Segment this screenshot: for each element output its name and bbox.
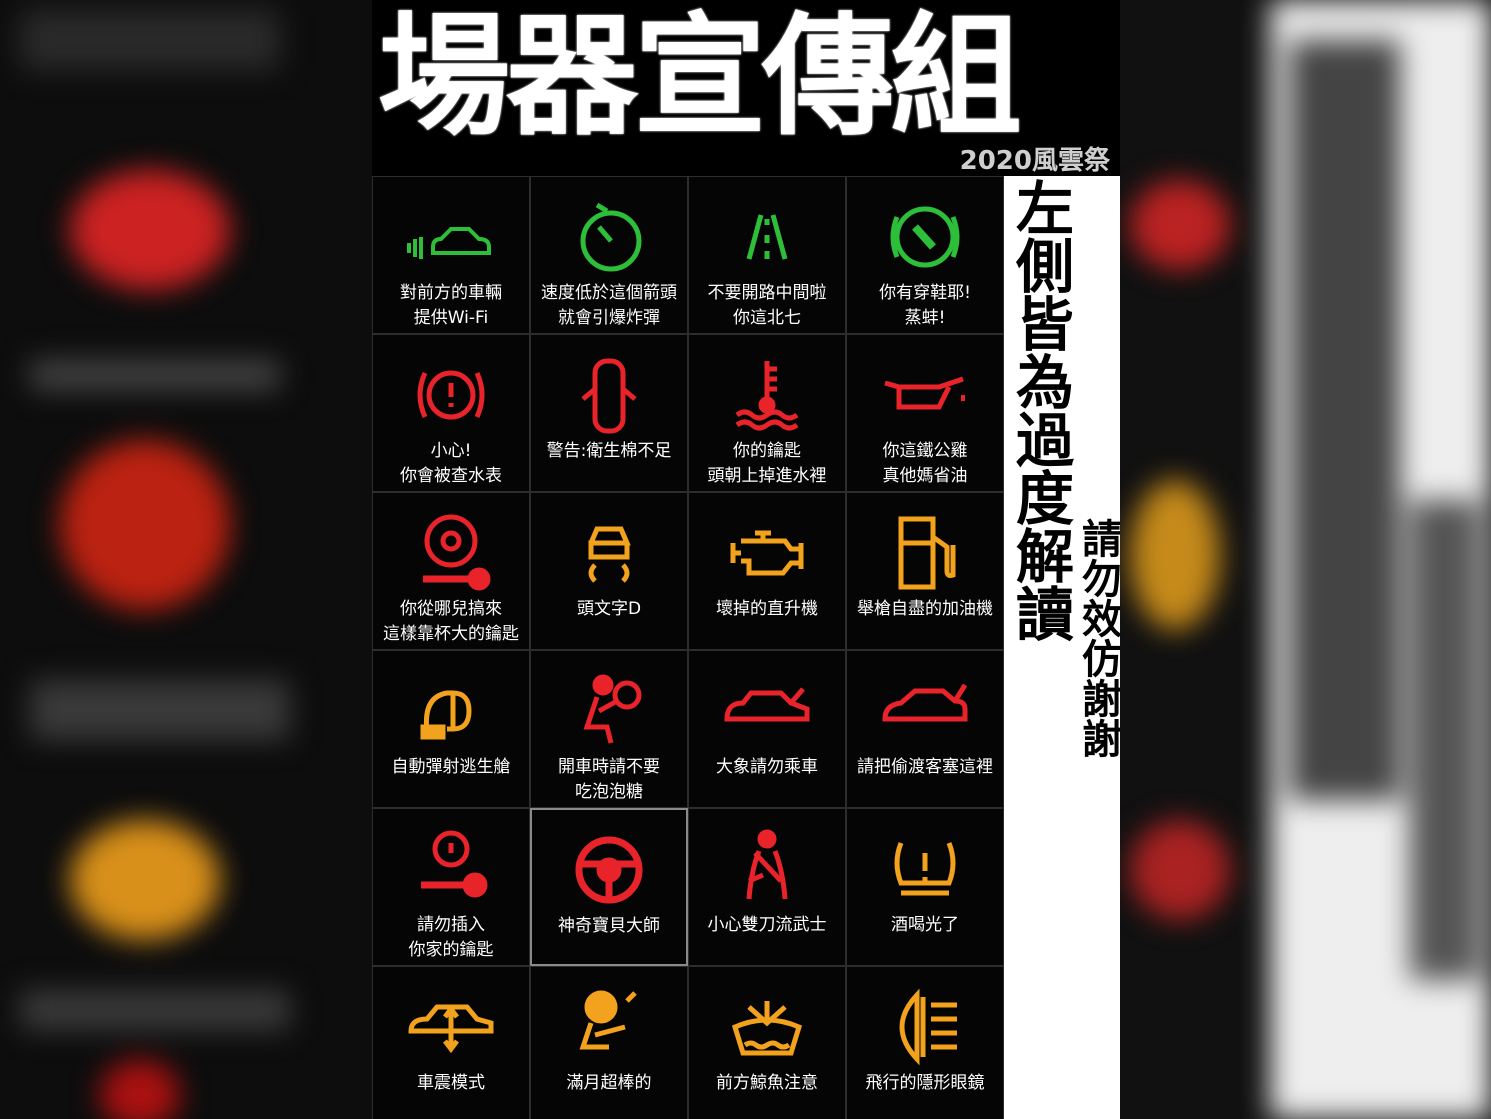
grid-cell: 你的鑰匙 頭朝上掉進水裡 bbox=[688, 334, 846, 492]
tire-pressure-icon bbox=[894, 842, 956, 896]
side-note: 請勿效仿謝謝 bbox=[1075, 518, 1120, 758]
side-panel: 左側皆為過度解讀 請勿效仿謝謝 bbox=[1004, 176, 1120, 1119]
suspension-icon bbox=[408, 1004, 494, 1054]
cell-label: 舉槍自盡的加油機 bbox=[857, 599, 993, 619]
grid-cell: 對前方的車輛 提供Wi-Fi bbox=[372, 176, 530, 334]
grid-cell: 開車時請不要 吃泡泡糖 bbox=[530, 650, 688, 808]
side-disclaimer: 左側皆為過度解讀 bbox=[1006, 178, 1074, 642]
cell-label: 飛行的隱形眼鏡 bbox=[865, 1073, 985, 1093]
grid-cell: 頭文字D bbox=[530, 492, 688, 650]
grid-cell: 酒喝光了 bbox=[846, 808, 1004, 966]
cell-label: 酒喝光了 bbox=[891, 915, 959, 935]
key-lock-icon bbox=[421, 830, 488, 898]
cell-label: 請勿插入 你家的鑰匙 bbox=[408, 915, 494, 960]
fog-light-icon bbox=[899, 988, 957, 1066]
washer-fluid-icon bbox=[731, 1001, 803, 1056]
poster: 場器宣傳組 2020風雲祭 對前方的車輛 提供Wi-Fi 速度低於這個箭頭 就會… bbox=[372, 0, 1120, 1119]
grid-cell: 飛行的隱形眼鏡 bbox=[846, 966, 1004, 1119]
cell-label: 小心雙刀流武士 bbox=[707, 915, 827, 935]
cell-label: 壞掉的直升機 bbox=[716, 599, 818, 619]
grid-cell: 小心! 你會被查水表 bbox=[372, 334, 530, 492]
grid-cell: 大象請勿乘車 bbox=[688, 650, 846, 808]
headlight-level-icon bbox=[420, 690, 472, 740]
cell-label: 前方鯨魚注意 bbox=[716, 1073, 818, 1093]
cell-label: 神奇寶貝大師 bbox=[558, 916, 660, 936]
grid-cell: 請把偷渡客塞這裡 bbox=[846, 650, 1004, 808]
fuel-pump-icon bbox=[898, 516, 956, 590]
coolant-icon bbox=[735, 361, 799, 431]
cell-label: 對前方的車輛 提供Wi-Fi bbox=[400, 283, 502, 328]
stopwatch-icon bbox=[580, 202, 642, 272]
cell-label: 大象請勿乘車 bbox=[716, 757, 818, 777]
grid-cell: 不要開路中間啦 你這北七 bbox=[688, 176, 846, 334]
passenger-airbag-icon bbox=[579, 990, 637, 1050]
blurred-background-left bbox=[0, 0, 372, 1119]
skid-icon bbox=[588, 526, 631, 583]
blurred-background-right bbox=[1120, 0, 1491, 1119]
cell-label: 滿月超棒的 bbox=[566, 1073, 652, 1093]
cell-label: 不要開路中間啦 你這北七 bbox=[707, 283, 827, 328]
grid-cell: 神奇寶貝大師 bbox=[530, 808, 688, 966]
car-wifi-icon bbox=[407, 227, 491, 259]
grid-cell: 你從哪兒搞來 這樣靠杯大的鑰匙 bbox=[372, 492, 530, 650]
airbag-icon bbox=[583, 674, 642, 744]
page-title: 場器宣傳組 bbox=[378, 0, 1022, 154]
brake-pedal-icon bbox=[890, 206, 960, 268]
trunk-open-icon bbox=[882, 683, 968, 722]
grid-cell: 小心雙刀流武士 bbox=[688, 808, 846, 966]
grid-cell: 壞掉的直升機 bbox=[688, 492, 846, 650]
grid-cell: 車震模式 bbox=[372, 966, 530, 1119]
cell-label: 小心! 你會被查水表 bbox=[400, 441, 502, 486]
brake-warning-icon bbox=[417, 370, 485, 420]
grid-cell: 速度低於這個箭頭 就會引爆炸彈 bbox=[530, 176, 688, 334]
lane-icon bbox=[746, 214, 788, 260]
cell-label: 頭文字D bbox=[576, 599, 642, 619]
grid-cell: 舉槍自盡的加油機 bbox=[846, 492, 1004, 650]
seatbelt-icon bbox=[746, 829, 788, 900]
cell-label: 你這鐵公雞 真他媽省油 bbox=[882, 441, 968, 486]
grid-cell: 滿月超棒的 bbox=[530, 966, 688, 1119]
steering-key-icon bbox=[423, 514, 491, 591]
door-open-icon bbox=[581, 358, 637, 434]
grid-cell: 你有穿鞋耶! 蒸蚌! bbox=[846, 176, 1004, 334]
cell-label: 你從哪兒搞來 這樣靠杯大的鑰匙 bbox=[383, 599, 519, 644]
grid-cell: 自動彈射逃生艙 bbox=[372, 650, 530, 808]
cell-label: 開車時請不要 吃泡泡糖 bbox=[558, 757, 660, 802]
grid-cell: 你這鐵公雞 真他媽省油 bbox=[846, 334, 1004, 492]
cell-label: 速度低於這個箭頭 就會引爆炸彈 bbox=[541, 283, 677, 328]
subtitle: 2020風雲祭 bbox=[959, 146, 1110, 176]
cell-label: 車震模式 bbox=[417, 1073, 485, 1093]
warning-light-grid: 對前方的車輛 提供Wi-Fi 速度低於這個箭頭 就會引爆炸彈 不要開路中間啦 你… bbox=[372, 176, 1004, 1119]
steering-wheel-icon bbox=[575, 836, 643, 904]
cell-label: 你有穿鞋耶! 蒸蚌! bbox=[879, 283, 971, 328]
cell-label: 你的鑰匙 頭朝上掉進水裡 bbox=[707, 441, 827, 486]
engine-icon bbox=[730, 530, 804, 576]
cell-label: 請把偷渡客塞這裡 bbox=[857, 757, 993, 777]
grid-cell: 警告:衛生棉不足 bbox=[530, 334, 688, 492]
grid-cell: 請勿插入 你家的鑰匙 bbox=[372, 808, 530, 966]
grid-cell: 前方鯨魚注意 bbox=[688, 966, 846, 1119]
cell-label: 警告:衛生棉不足 bbox=[546, 441, 672, 461]
cell-label: 自動彈射逃生艙 bbox=[391, 757, 511, 777]
oil-can-icon bbox=[884, 376, 965, 410]
hood-open-icon bbox=[724, 687, 810, 722]
